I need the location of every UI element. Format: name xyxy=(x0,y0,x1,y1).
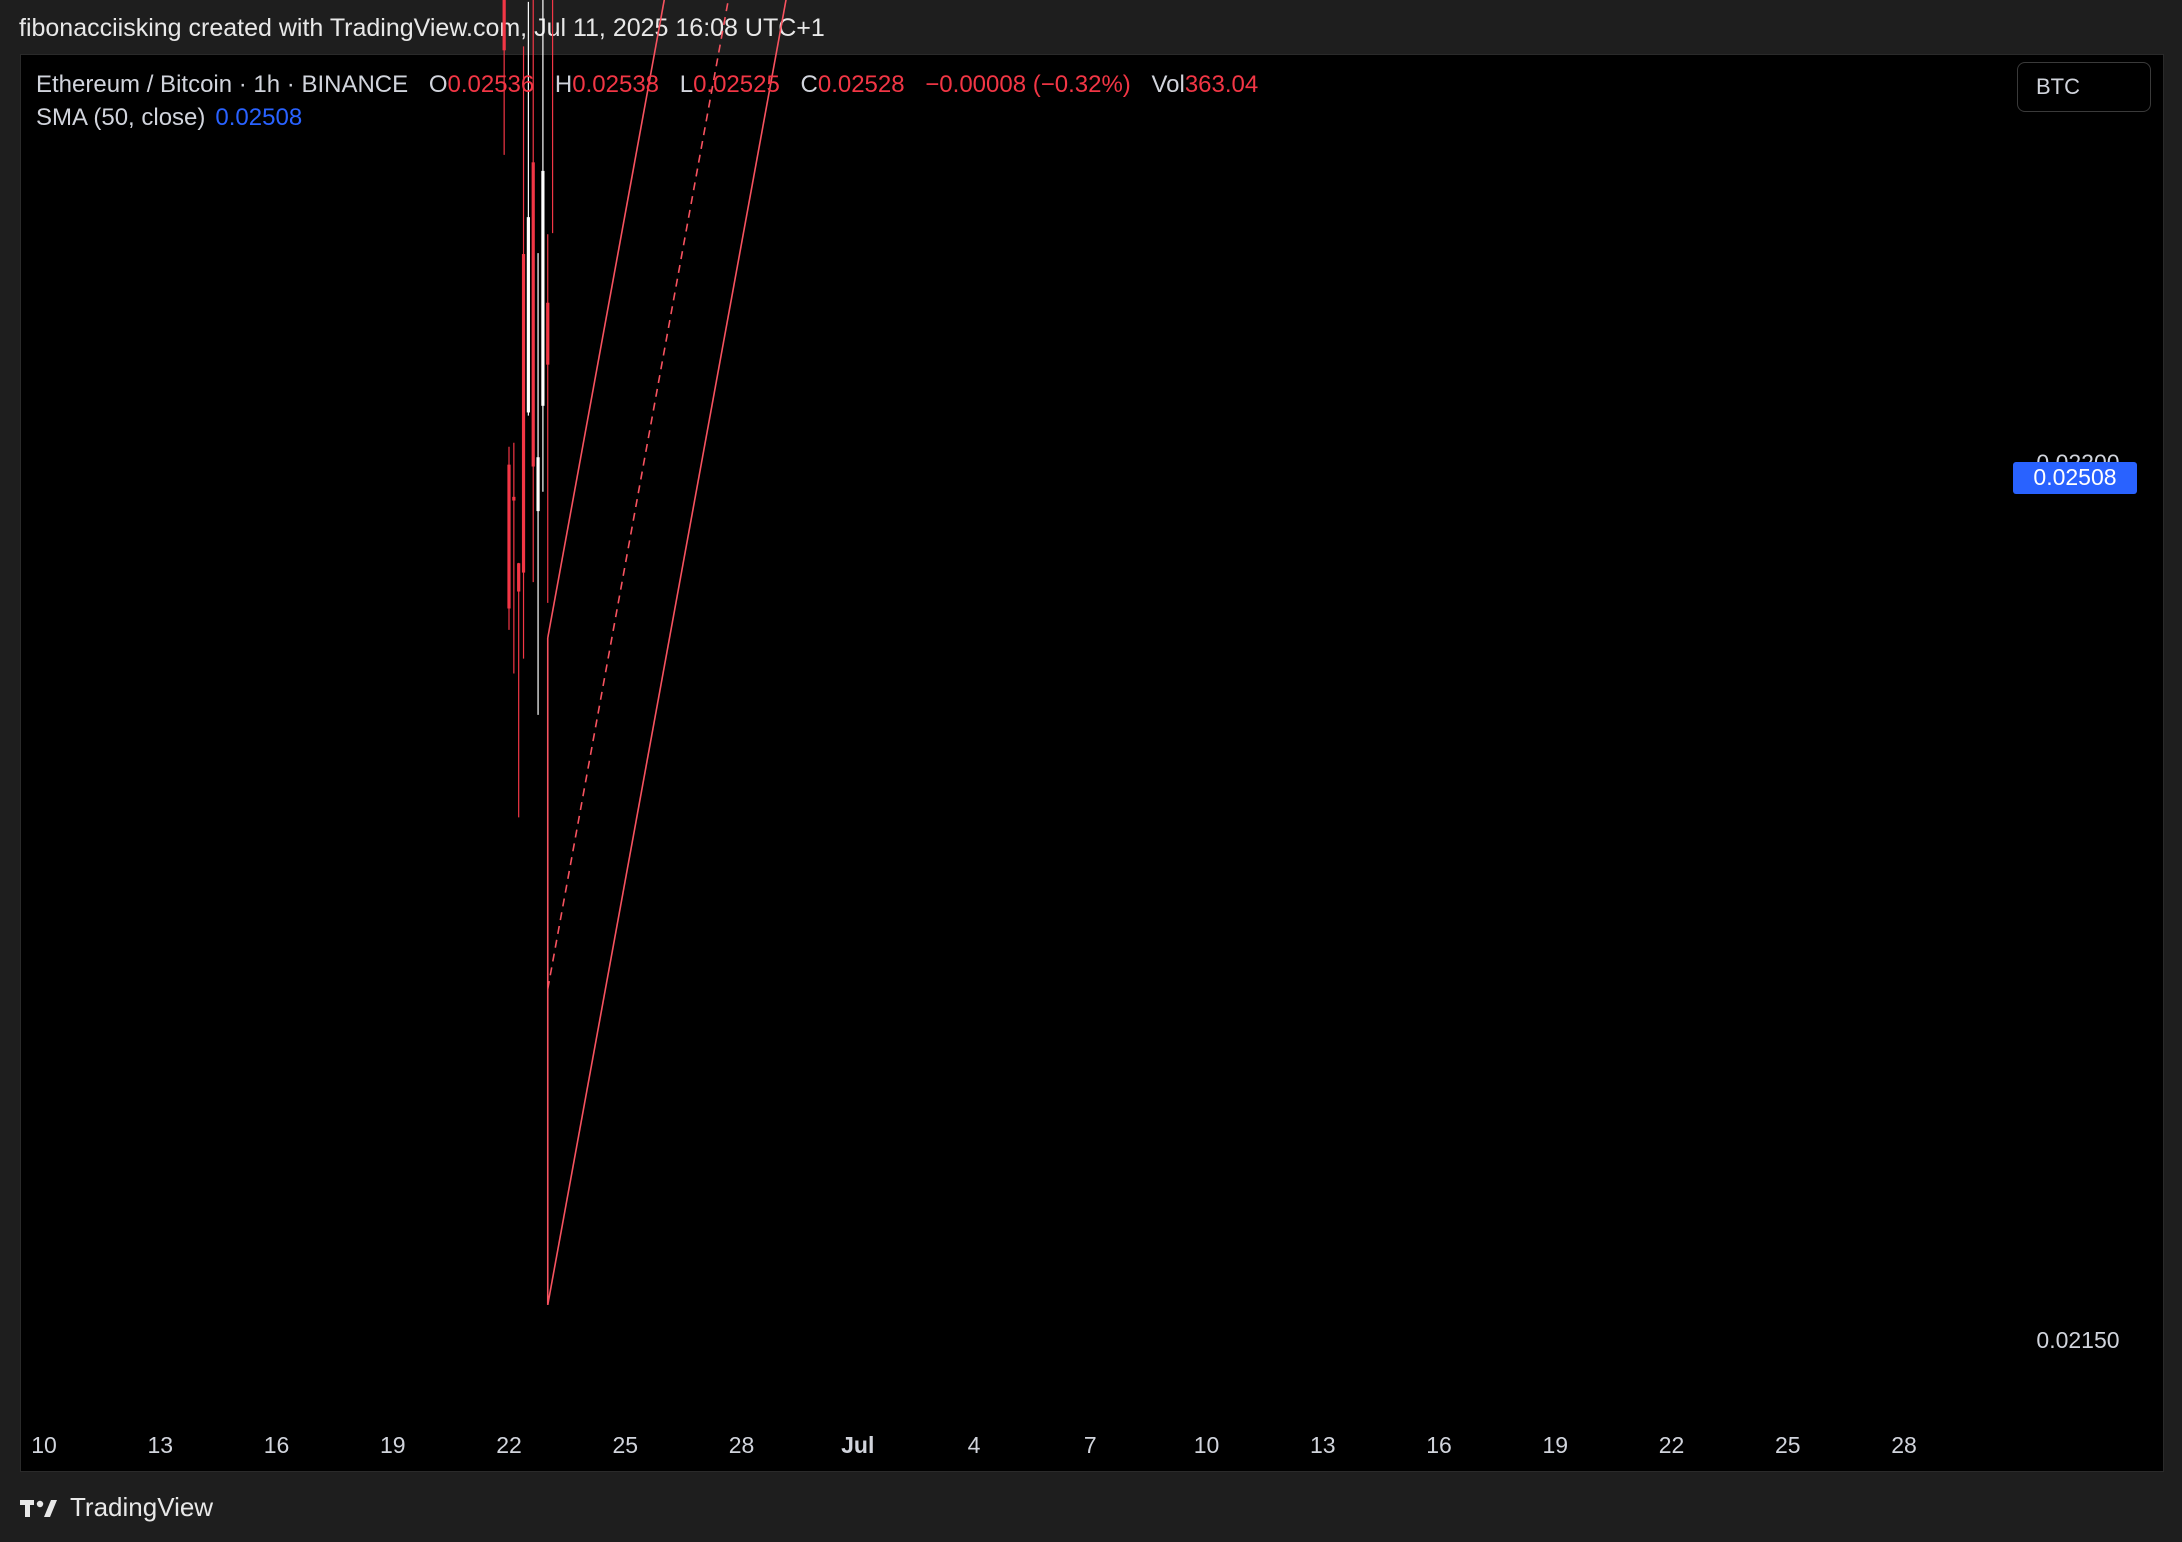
candle-body xyxy=(507,464,511,609)
candle-body xyxy=(502,0,506,51)
low-value: 0.02525 xyxy=(693,71,780,98)
volume-label: Vol xyxy=(1151,71,1185,98)
low-label: L xyxy=(679,71,694,98)
candle-body xyxy=(536,457,540,512)
footer-brand-label: TradingView xyxy=(70,1492,214,1522)
candle-body xyxy=(546,302,550,365)
high-label: H xyxy=(554,71,573,98)
x-tick-label: 7 xyxy=(1084,1432,1097,1458)
candle-body xyxy=(531,162,535,467)
candle-body xyxy=(512,496,516,501)
x-tick-label: 22 xyxy=(1659,1432,1685,1458)
x-tick-label: 19 xyxy=(380,1432,406,1458)
open-value: 0.02536 xyxy=(447,71,535,98)
volume-value: 363.04 xyxy=(1184,71,1259,98)
footer-brand[interactable]: TradingView xyxy=(20,1492,213,1523)
x-tick-label: 13 xyxy=(147,1432,173,1458)
chart-caption: fibonacciisking created with TradingView… xyxy=(19,14,825,42)
sma-price-badge-text: 0.02508 xyxy=(2033,464,2116,490)
x-tick-label: 10 xyxy=(1194,1432,1220,1458)
symbol-label[interactable]: Ethereum / Bitcoin · 1h · BINANCE xyxy=(36,71,409,98)
chart-panel[interactable] xyxy=(20,54,2164,1472)
channel-middle-line[interactable] xyxy=(546,0,1788,990)
x-tick-label: 19 xyxy=(1542,1432,1568,1458)
sma-legend[interactable]: SMA (50, close) 0.02508 xyxy=(36,104,302,132)
close-label: C xyxy=(800,71,818,98)
high-value: 0.02538 xyxy=(572,71,660,98)
y-tick-label: 0.02150 xyxy=(2036,1327,2119,1353)
x-tick-label: 16 xyxy=(264,1432,290,1458)
tradingview-logo-icon xyxy=(20,1499,57,1517)
sma-value: 0.02508 xyxy=(215,104,303,131)
x-tick-label: 28 xyxy=(1891,1432,1917,1458)
axis-layer: 0.021500.0220010131619222528Jul471013161… xyxy=(31,450,2119,1459)
candle-body xyxy=(521,254,526,573)
close-value: 0.02528 xyxy=(817,71,905,98)
open-label: O xyxy=(428,71,448,98)
ohlc-legend: Ethereum / Bitcoin · 1h · BINANCE O0.025… xyxy=(36,71,1258,99)
candle-body xyxy=(526,217,530,413)
sma-price-badge[interactable]: 0.02508 xyxy=(2013,462,2137,494)
x-tick-label: 25 xyxy=(1775,1432,1801,1458)
x-tick-label: Jul xyxy=(841,1432,874,1458)
price-badges-layer: 0.0252851:190.025080.023390.02242 xyxy=(2013,462,2137,494)
candle-body xyxy=(541,170,545,406)
x-tick-label: 4 xyxy=(968,1432,981,1458)
candles-layer xyxy=(502,0,554,818)
change-value: −0.00008 (−0.32%) xyxy=(925,71,1131,98)
sma-label: SMA (50, close) xyxy=(36,104,206,131)
drawings-layer xyxy=(546,0,1788,1306)
x-tick-label: 22 xyxy=(496,1432,522,1458)
x-tick-label: 28 xyxy=(729,1432,755,1458)
currency-button[interactable]: BTC xyxy=(2017,62,2151,112)
x-tick-label: 25 xyxy=(612,1432,638,1458)
x-tick-label: 10 xyxy=(31,1432,57,1458)
channel-lower-line[interactable] xyxy=(546,0,1788,1306)
x-tick-label: 16 xyxy=(1426,1432,1452,1458)
x-tick-label: 13 xyxy=(1310,1432,1336,1458)
candle-body xyxy=(517,563,521,592)
